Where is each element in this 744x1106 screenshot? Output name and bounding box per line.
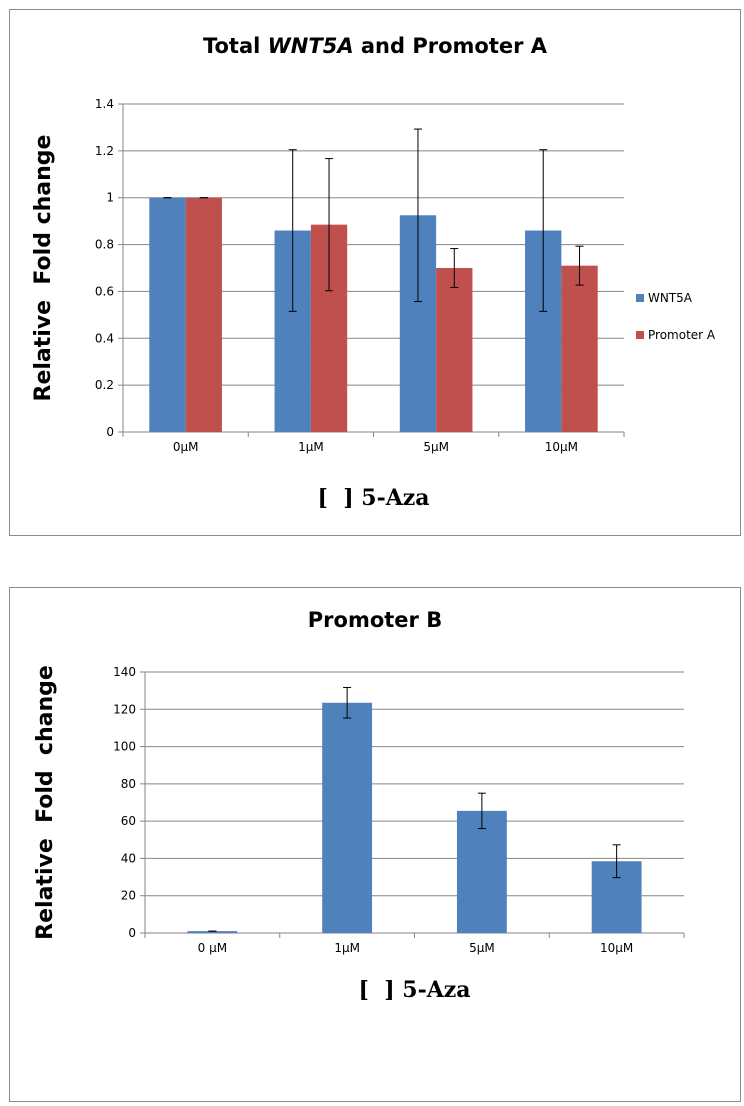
chart-panel-total-wnt5a: Total WNT5A and Promoter A 0 0.2 0.4 0.6 0.8…: [9, 9, 741, 536]
chart-panel-promoter-b: Promoter B 0 20 40 60 80 100 120 140 0 µM 1µM 5µM 1…: [9, 587, 741, 1102]
y-tick-label: 60: [121, 814, 136, 828]
bar-chart-promoter-b: 0 20 40 60 80 100 120 140 0 µM 1µM 5µM 10µM Relative…: [33, 665, 685, 1003]
x-tick-label: 0 µM: [198, 941, 227, 955]
legend-swatch: [636, 331, 644, 339]
y-tick-label: 0.6: [95, 284, 114, 298]
y-tick-label: 140: [113, 665, 136, 679]
bar: [322, 702, 373, 933]
y-tick-label: 0: [106, 425, 114, 439]
x-tick-label: 1µM: [334, 941, 360, 955]
chart-title: Total WNT5A and Promoter A: [202, 34, 548, 58]
x-tick-label: 1µM: [298, 440, 324, 454]
x-tick-label: 5µM: [469, 941, 495, 955]
y-axis-label: Relative Fold change: [33, 665, 58, 940]
x-tick-label: 10µM: [545, 440, 578, 454]
y-tick-label: 1: [106, 191, 114, 205]
y-tick-label: 1.4: [95, 97, 114, 111]
legend-swatch: [636, 294, 644, 302]
bar: [456, 810, 507, 933]
legend-label: WNT5A: [648, 291, 693, 305]
y-tick-label: 120: [113, 702, 136, 716]
x-tick-label: 0µM: [173, 440, 199, 454]
y-tick-label: 20: [121, 889, 136, 903]
x-axis-label: [ ] 5-Aza: [358, 977, 470, 1003]
y-tick-label: 0.2: [95, 378, 114, 392]
y-tick-label: 0.8: [95, 238, 114, 252]
bar: [561, 265, 598, 432]
y-tick-label: 0.4: [95, 331, 114, 345]
bar-chart-total-wnt5a: 0 0.2 0.4 0.6 0.8 1 1.2 1.4 0µM 1µM 5µM 10µM Relativ…: [31, 97, 716, 511]
bar: [185, 197, 222, 432]
y-tick-label: 40: [121, 851, 136, 865]
legend-label: Promoter A: [648, 328, 716, 342]
y-axis-label: Relative Fold change: [31, 135, 56, 402]
bar: [187, 931, 238, 933]
y-tick-label: 0: [128, 926, 136, 940]
x-tick-label: 10µM: [600, 941, 633, 955]
bar: [436, 268, 473, 432]
x-axis-label: [ ] 5-Aza: [317, 485, 429, 511]
x-tick-label: 5µM: [423, 440, 449, 454]
y-tick-label: 1.2: [95, 144, 114, 158]
y-tick-label: 80: [121, 777, 136, 791]
chart-title: Promoter B: [307, 608, 443, 632]
bar: [149, 197, 186, 432]
y-tick-label: 100: [113, 740, 136, 754]
